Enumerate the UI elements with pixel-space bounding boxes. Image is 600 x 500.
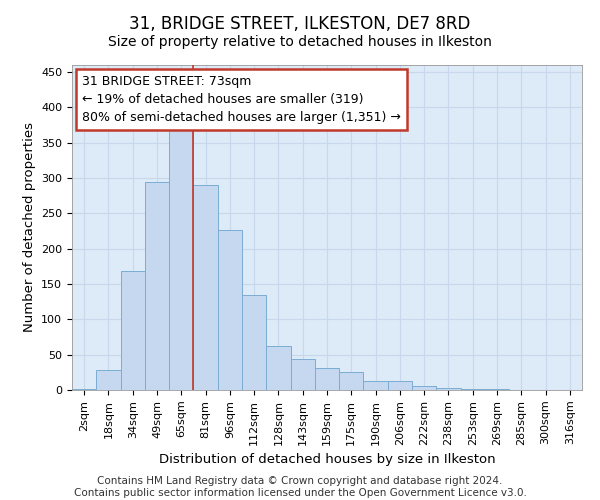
Bar bbox=[266, 346, 290, 390]
Bar bbox=[315, 368, 339, 390]
Bar bbox=[121, 272, 145, 390]
Text: 31, BRIDGE STREET, ILKESTON, DE7 8RD: 31, BRIDGE STREET, ILKESTON, DE7 8RD bbox=[130, 15, 470, 33]
Bar bbox=[218, 230, 242, 390]
Text: 31 BRIDGE STREET: 73sqm
← 19% of detached houses are smaller (319)
80% of semi-d: 31 BRIDGE STREET: 73sqm ← 19% of detache… bbox=[82, 74, 401, 124]
Bar bbox=[436, 388, 461, 390]
Bar bbox=[169, 128, 193, 390]
Bar bbox=[193, 185, 218, 390]
Text: Contains HM Land Registry data © Crown copyright and database right 2024.
Contai: Contains HM Land Registry data © Crown c… bbox=[74, 476, 526, 498]
Bar bbox=[145, 182, 169, 390]
Y-axis label: Number of detached properties: Number of detached properties bbox=[23, 122, 35, 332]
Bar bbox=[339, 372, 364, 390]
X-axis label: Distribution of detached houses by size in Ilkeston: Distribution of detached houses by size … bbox=[158, 453, 496, 466]
Bar bbox=[242, 294, 266, 390]
Bar bbox=[72, 388, 96, 390]
Bar bbox=[364, 381, 388, 390]
Bar bbox=[388, 381, 412, 390]
Text: Size of property relative to detached houses in Ilkeston: Size of property relative to detached ho… bbox=[108, 35, 492, 49]
Bar bbox=[290, 359, 315, 390]
Bar bbox=[412, 386, 436, 390]
Bar bbox=[96, 370, 121, 390]
